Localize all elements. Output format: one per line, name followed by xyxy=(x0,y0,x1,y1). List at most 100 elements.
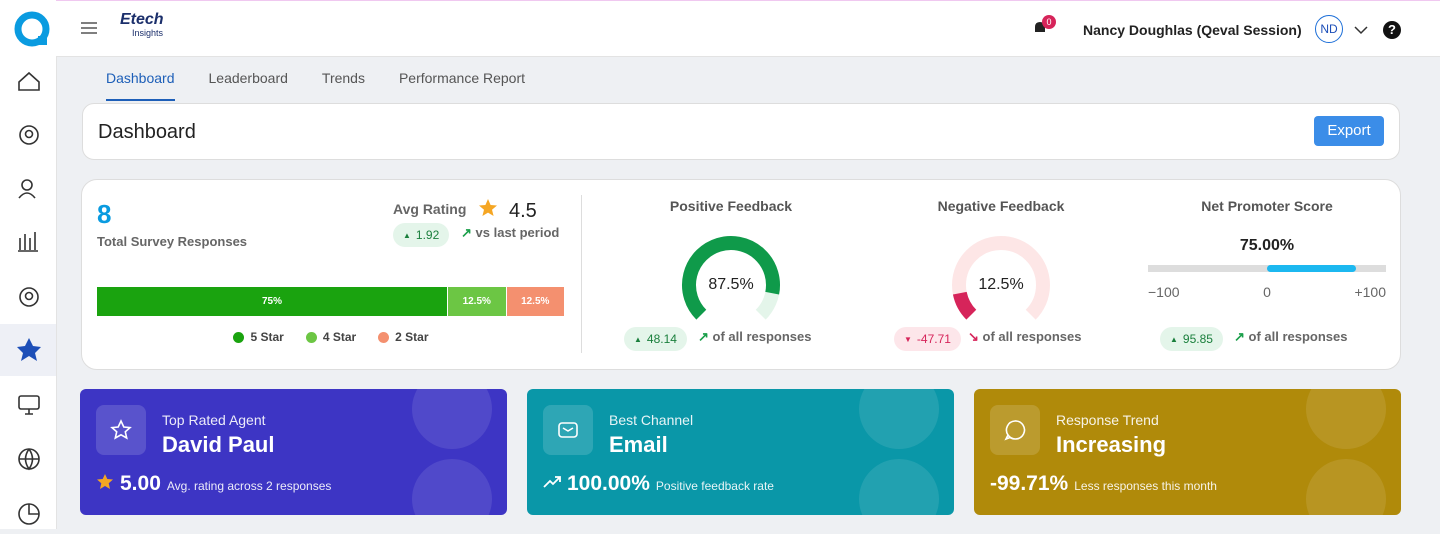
change-label: of all responses xyxy=(1248,329,1348,344)
change-value: -47.71 xyxy=(916,332,951,346)
card-subtitle: Best Channel xyxy=(609,412,694,428)
user-menu-toggle[interactable] xyxy=(1354,26,1368,35)
card-icon xyxy=(990,405,1040,455)
avg-label: Avg Rating xyxy=(393,201,467,217)
legend-item: 5 Star xyxy=(233,330,284,344)
tab[interactable]: Performance Report xyxy=(398,70,526,86)
avatar[interactable]: ND xyxy=(1315,15,1343,43)
user-name: Nancy Doughlas (Qeval Session) xyxy=(1083,22,1302,38)
summary-panel: 8 Total Survey Responses Avg Rating 4.5 … xyxy=(81,179,1401,370)
brand: Etech xyxy=(120,11,164,28)
highlight-card: Top Rated Agent David Paul 5.00 Avg. rating… xyxy=(80,389,507,515)
legend-label: 2 Star xyxy=(395,330,429,344)
legend-label: 5 Star xyxy=(250,330,284,344)
card-metric-row: -99.71% Less responses this month xyxy=(990,472,1217,496)
card-title: Email xyxy=(609,432,668,457)
card-decoration xyxy=(412,389,492,515)
sidebar xyxy=(0,0,57,529)
card-metric-row: 100.00% Positive feedback rate xyxy=(543,472,774,496)
nps-tick: 0 xyxy=(1263,284,1271,300)
menu-button[interactable] xyxy=(80,21,98,35)
change-pill: ▲ 95.85 xyxy=(1160,327,1223,351)
rating-segment: 75% xyxy=(97,287,448,316)
segment-label: 75% xyxy=(261,296,282,307)
change-arrow: ▼ xyxy=(904,334,912,344)
card-title: David Paul xyxy=(162,432,275,457)
rating-segment: 12.5% xyxy=(448,287,507,316)
rating-legend: 5 Star 4 Star 2 Star xyxy=(97,330,565,344)
star-icon xyxy=(479,199,497,216)
change-note: ↗ of all responses xyxy=(1234,329,1348,345)
export-button[interactable]: Export xyxy=(1314,116,1384,146)
gauge xyxy=(952,236,1050,320)
segment-label: 12.5% xyxy=(521,296,550,307)
legend-dot xyxy=(378,331,390,343)
change-value: 95.85 xyxy=(1182,332,1213,346)
change-note: ↗ of all responses xyxy=(698,329,812,345)
gauge-label: 87.5% xyxy=(708,276,754,293)
change-arrow: ▲ xyxy=(1170,334,1178,344)
legend-label: 4 Star xyxy=(322,330,357,344)
card-decoration xyxy=(1306,389,1386,515)
card-metric: 5.00 xyxy=(120,472,161,495)
avg-rating: 4.5 xyxy=(509,200,537,222)
nps-tick: +100 xyxy=(1354,284,1386,300)
legend-dot xyxy=(233,331,245,343)
card-subtitle: Top Rated Agent xyxy=(162,412,266,428)
tab[interactable]: Trends xyxy=(321,70,365,86)
nps-tick: −100 xyxy=(1148,284,1180,300)
change-note: ↘ of all responses xyxy=(968,329,1082,345)
highlight-card: Response Trend Increasing -99.71% Less resp… xyxy=(974,389,1401,515)
trend-icon: ↗ xyxy=(698,329,713,344)
notification-badge: 0 xyxy=(1042,15,1056,29)
card-icon xyxy=(543,405,593,455)
metric-icon xyxy=(543,476,561,488)
card-metric: 100.00% xyxy=(567,472,650,495)
change-value: 48.14 xyxy=(646,332,677,346)
nps-value: 75.00% xyxy=(1239,237,1295,254)
gauge-label: 12.5% xyxy=(978,276,1024,293)
gauge-track xyxy=(952,236,1050,320)
help-button[interactable]: ? xyxy=(1383,21,1401,39)
change-label: of all responses xyxy=(712,329,812,344)
change-pill: ▼ -47.71 xyxy=(894,327,961,351)
change-pill: ▲ 48.14 xyxy=(624,327,687,351)
card-metric-row: 5.00 Avg. rating across 2 responses xyxy=(96,472,331,496)
sidebar-icons xyxy=(0,11,56,525)
card-icon-glyph xyxy=(1004,420,1026,441)
legend-item: 2 Star xyxy=(378,330,429,344)
nps-title: Net Promoter Score xyxy=(1201,198,1333,214)
segment-label: 12.5% xyxy=(462,296,491,307)
card-icon-glyph xyxy=(558,422,578,438)
card-metric: -99.71% xyxy=(990,472,1069,495)
avg-change: ▲ 1.92 xyxy=(393,223,450,247)
card-metric-label: Avg. rating across 2 responses xyxy=(166,479,332,493)
nps-bar xyxy=(1267,265,1357,272)
tab[interactable]: Leaderboard xyxy=(208,70,288,86)
rating-bar: 75% 12.5% 12.5% xyxy=(97,287,565,316)
highlight-card: Best Channel Email 100.00% Positive feedbac… xyxy=(527,389,954,515)
rating-segment: 12.5% xyxy=(506,287,565,316)
gauge-value xyxy=(952,291,977,320)
brand-sub: Insights xyxy=(132,28,164,38)
total-label: Total Survey Responses xyxy=(97,234,248,249)
legend-dot xyxy=(305,331,317,343)
avg-change-note: ↗ vs last period xyxy=(461,225,560,240)
card-title: Increasing xyxy=(1056,432,1167,457)
change-arrow: ▲ xyxy=(634,334,642,344)
legend-item: 4 Star xyxy=(305,330,357,344)
metric-icon xyxy=(97,474,113,489)
top-bar: Etech Insights 0 Nancy Doughlas (Qeval S… xyxy=(56,0,1440,57)
trend-icon: ↘ xyxy=(968,329,983,344)
card-decoration xyxy=(859,389,939,515)
divider xyxy=(581,195,582,353)
title-panel: Dashboard Export xyxy=(82,103,1400,160)
page-title: Dashboard xyxy=(98,121,196,143)
card-metric-label: Less responses this month xyxy=(1074,479,1217,493)
trend-icon: ↗ xyxy=(1234,329,1249,344)
total-responses: 8 xyxy=(97,199,112,229)
avg-change-label: vs last period xyxy=(475,225,560,240)
gauge-title: Positive Feedback xyxy=(669,198,793,214)
tab[interactable]: Dashboard xyxy=(106,70,175,101)
